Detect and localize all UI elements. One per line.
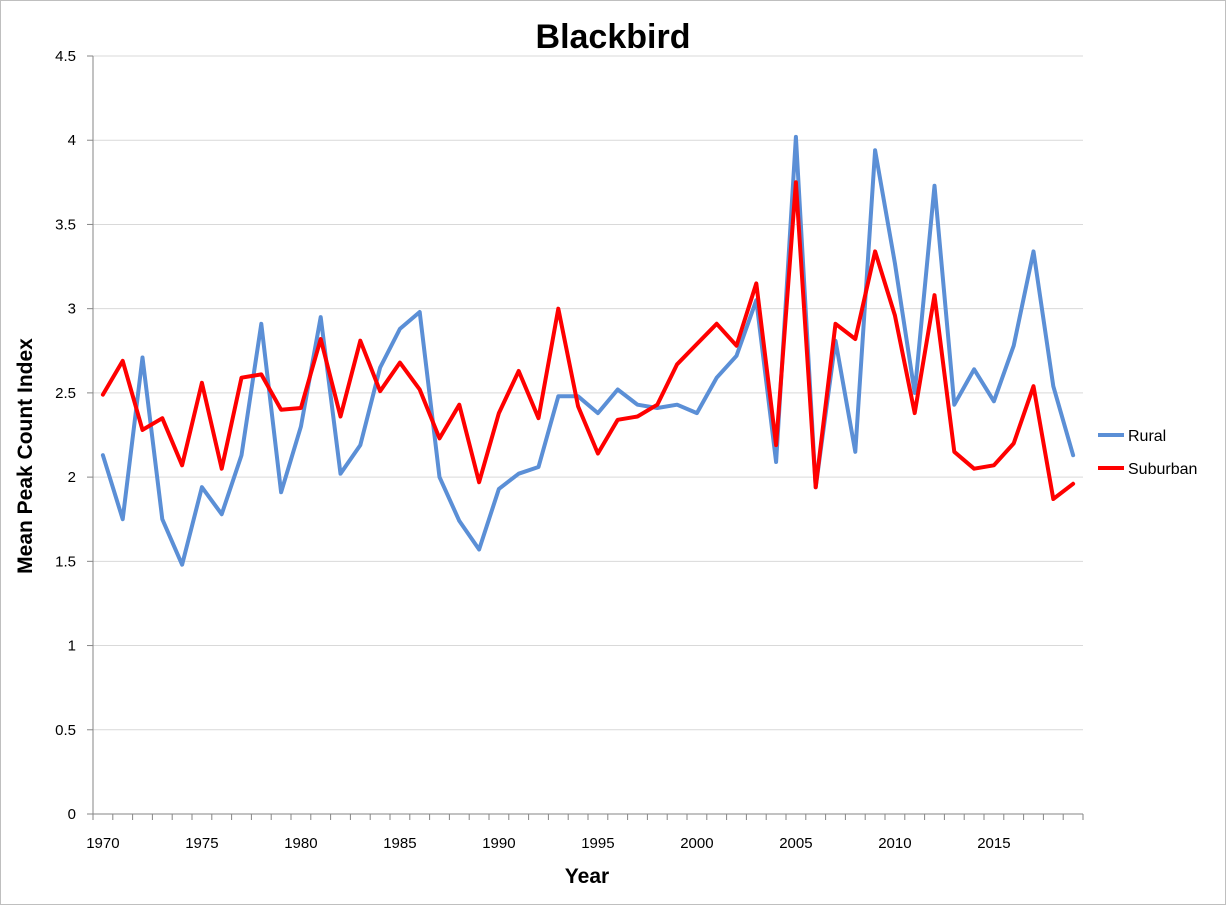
axes xyxy=(87,55,1084,820)
chart-title: Blackbird xyxy=(536,18,691,56)
y-tick-label: 2.5 xyxy=(55,385,76,402)
x-tick-label: 1980 xyxy=(284,835,317,852)
x-tick-label: 1990 xyxy=(482,835,515,852)
y-tick-label: 0 xyxy=(68,806,76,823)
legend-label-suburban: Suburban xyxy=(1128,461,1197,478)
x-tick-label: 1975 xyxy=(185,835,218,852)
y-tick-labels: 0 0.5 1 1.5 2 2.5 3 3.5 4 4.5 xyxy=(55,48,76,823)
y-axis-title: Mean Peak Count Index xyxy=(14,338,37,574)
y-tick-label: 1 xyxy=(68,638,76,655)
y-tick-label: 0.5 xyxy=(55,722,76,739)
legend: Rural Suburban xyxy=(1098,428,1197,478)
y-tick-label: 4 xyxy=(68,132,76,149)
x-tick-label: 1985 xyxy=(383,835,416,852)
x-tick-label: 1995 xyxy=(581,835,614,852)
series-line-suburban xyxy=(100,180,1076,501)
series-line-rural xyxy=(100,134,1076,567)
x-tick-label: 1970 xyxy=(86,835,119,852)
y-tick-label: 2 xyxy=(68,469,76,486)
legend-label-rural: Rural xyxy=(1128,428,1166,445)
y-tick-label: 1.5 xyxy=(55,553,76,570)
x-axis-title: Year xyxy=(565,865,609,888)
x-tick-label: 2015 xyxy=(977,835,1010,852)
x-tick-label: 2000 xyxy=(680,835,713,852)
y-tick-label: 3 xyxy=(68,301,76,318)
x-tick-label: 2010 xyxy=(878,835,911,852)
y-tick-label: 4.5 xyxy=(55,48,76,65)
series-lines xyxy=(100,134,1076,567)
gridlines xyxy=(93,55,1083,731)
x-tick-label: 2005 xyxy=(779,835,812,852)
y-tick-label: 3.5 xyxy=(55,216,76,233)
x-tick-labels: 1970 1975 1980 1985 1990 1995 2000 2005 2010 2015 xyxy=(86,835,1010,852)
